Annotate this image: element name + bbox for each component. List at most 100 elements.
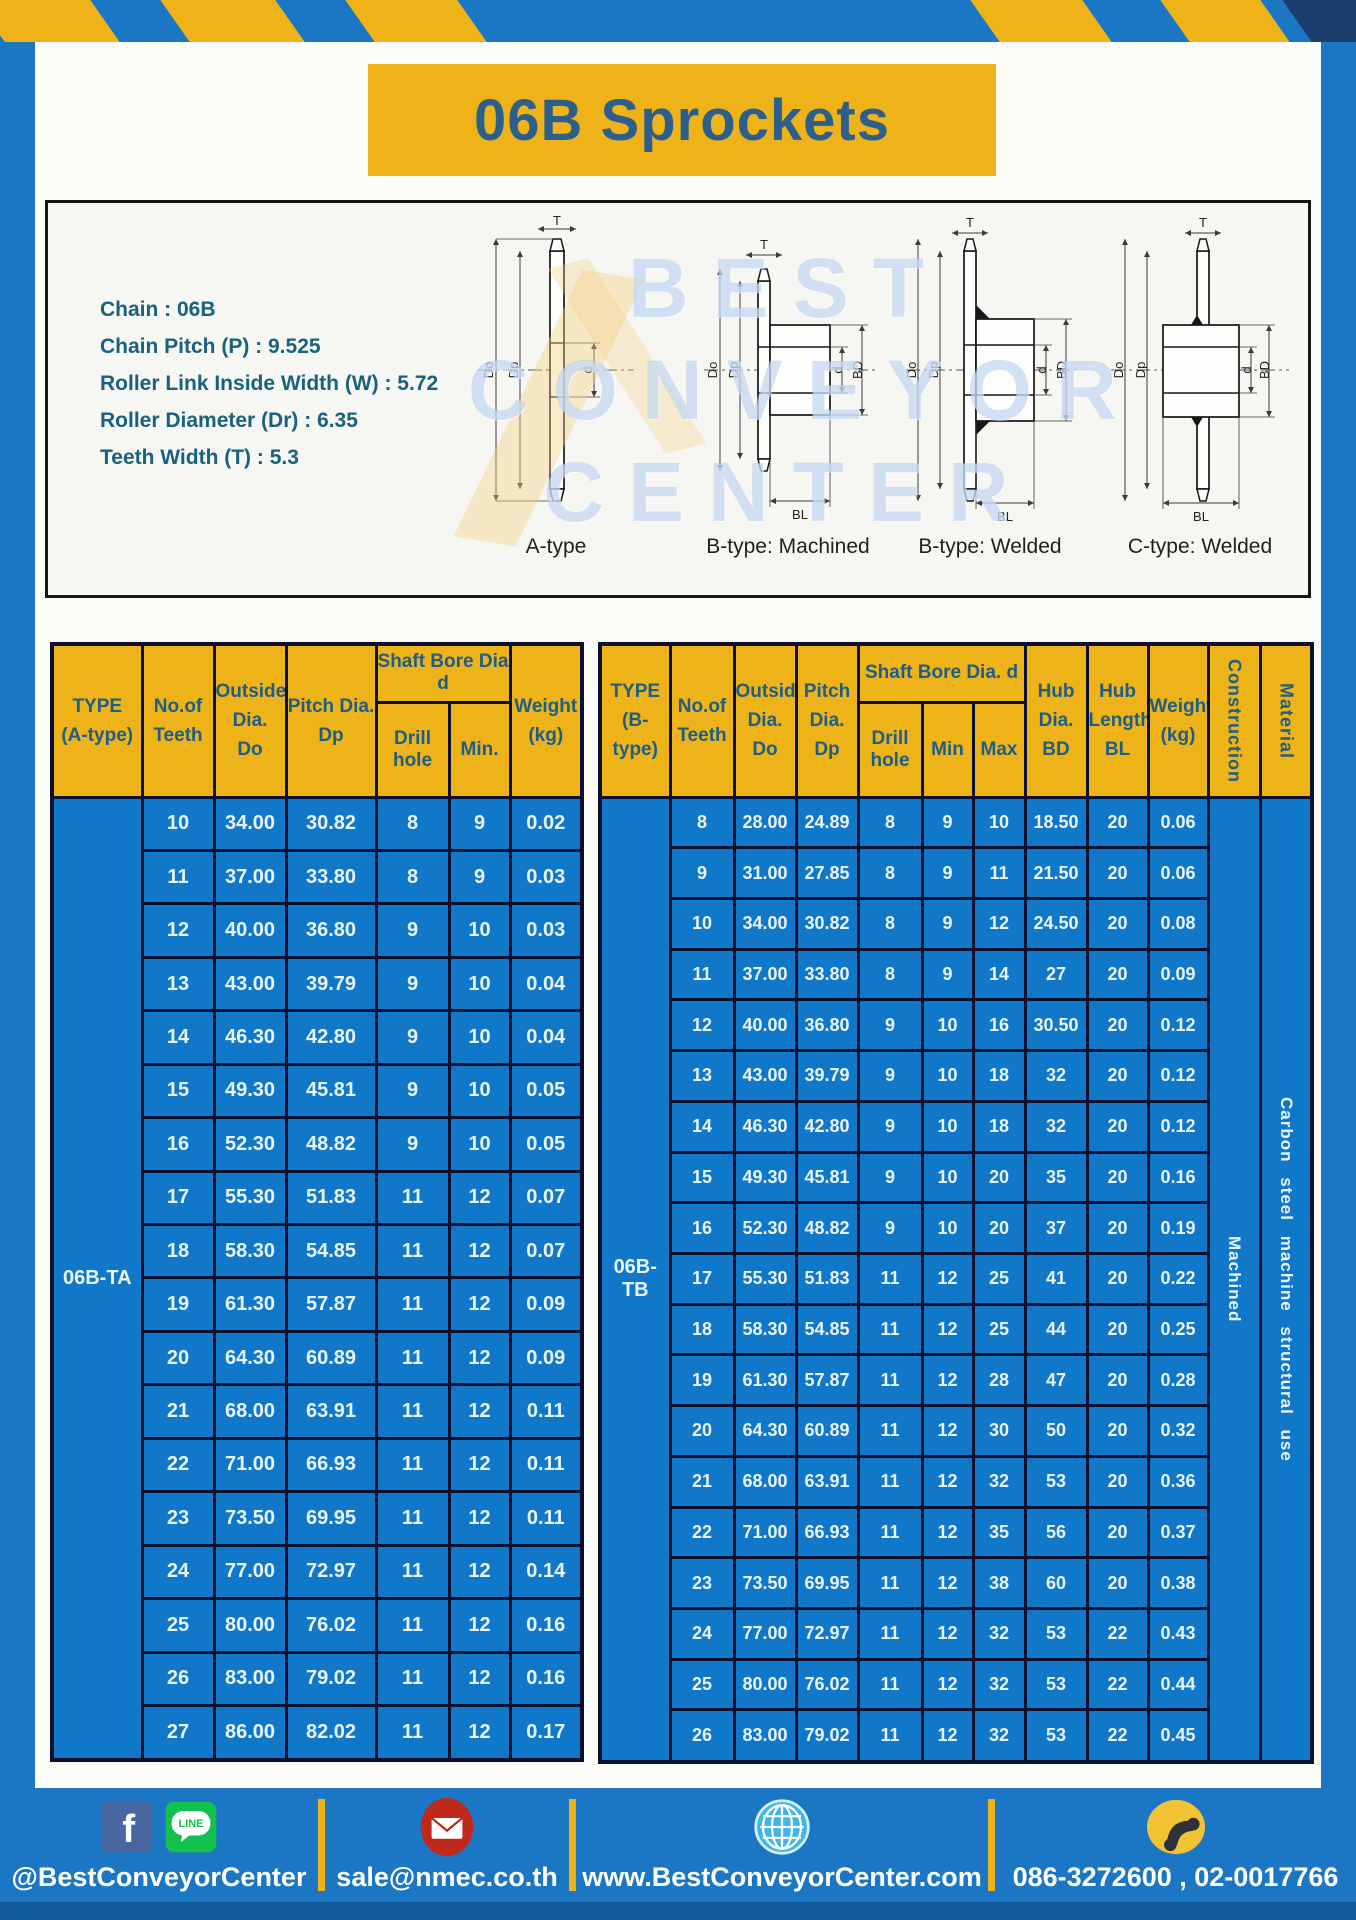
table-row: 20 64.30 60.89 11 12 30 50 20 0.32	[600, 1404, 1312, 1458]
data-cell: 8	[374, 795, 451, 852]
table-row: 14 46.30 42.80 9 10 18 32 20 0.12	[600, 1099, 1312, 1154]
data-cell: 10	[920, 1099, 975, 1154]
data-cell: 19	[668, 1353, 736, 1408]
data-cell: 0.44	[1146, 1657, 1210, 1712]
data-cell: 25	[140, 1597, 216, 1654]
data-cell: 79.02	[794, 1708, 860, 1764]
b-type-machined-label: B-type: Machined	[706, 535, 870, 558]
data-cell: 11	[856, 1251, 924, 1306]
data-cell: 0.17	[508, 1703, 584, 1762]
data-cell: 12	[447, 1276, 512, 1333]
data-cell: 12	[447, 1650, 512, 1707]
svg-text:Dp: Dp	[726, 362, 741, 379]
data-cell: 17	[140, 1169, 216, 1227]
data-cell: 57.87	[284, 1276, 378, 1333]
data-cell: 8	[374, 848, 451, 906]
data-cell: 0.16	[508, 1650, 584, 1707]
svg-text:Do: Do	[481, 362, 496, 379]
email-address: sale@nmec.co.th	[336, 1862, 558, 1892]
data-cell: 30.82	[284, 795, 378, 852]
b-type-machined-diagram: T Do Dp d BD BL	[704, 237, 878, 522]
spec-chain-pitch: Chain Pitch (P) : 9.525	[100, 335, 321, 358]
data-cell: 73.50	[212, 1490, 288, 1547]
data-cell: 0.16	[508, 1597, 584, 1654]
table-row: 24 77.00 72.97 11 12 0.14	[52, 1543, 584, 1601]
data-cell: 30.50	[1023, 998, 1089, 1053]
a-type-label: A-type	[525, 535, 587, 558]
data-cell: 54.85	[794, 1302, 860, 1357]
data-cell: 10	[447, 1116, 512, 1173]
table-row: 18 58.30 54.85 11 12 0.07	[52, 1222, 584, 1280]
data-cell: 10	[447, 1009, 512, 1066]
data-cell: 25	[971, 1251, 1027, 1306]
data-cell: 24	[140, 1543, 216, 1601]
data-cell: 0.11	[508, 1383, 584, 1440]
data-cell: 23	[140, 1490, 216, 1547]
data-cell: 22	[1085, 1657, 1150, 1712]
data-cell: 10	[668, 896, 736, 951]
data-cell: 12	[668, 998, 736, 1053]
data-cell: 20	[140, 1329, 216, 1387]
website-url: www.BestConveyorCenter.com	[582, 1862, 982, 1892]
data-cell: 11	[374, 1169, 451, 1227]
data-cell: 0.12	[1146, 1099, 1210, 1154]
data-cell: 28.00	[732, 795, 798, 850]
data-cell: 53	[1023, 1454, 1089, 1509]
data-cell: 9	[374, 955, 451, 1013]
col-header-teeth: No.of Teeth	[668, 642, 736, 799]
spec-chain: Chain : 06B	[100, 298, 216, 321]
svg-text:LINE: LINE	[179, 1818, 204, 1830]
col-header-outside-dia: Outside Dia. Do	[212, 642, 288, 799]
data-cell: 8	[856, 896, 924, 951]
table-row: 11 37.00 33.80 8 9 0.03	[52, 848, 584, 906]
data-cell: 21	[668, 1454, 736, 1509]
data-cell: 0.08	[1146, 896, 1210, 951]
spec-roller-width: Roller Link Inside Width (W) : 5.72	[100, 372, 439, 395]
svg-text:d: d	[580, 366, 595, 373]
data-cell: 40.00	[732, 998, 798, 1053]
globe-icon	[754, 1799, 810, 1855]
data-cell: 11	[374, 1597, 451, 1654]
data-cell: 18.50	[1023, 795, 1089, 850]
data-cell: 11	[374, 1543, 451, 1601]
footer-phone-section: 086-3272600 , 02-0017766	[995, 1788, 1356, 1902]
data-cell: 45.81	[284, 1062, 378, 1120]
col-header-hub-dia: Hub Dia. BD	[1023, 642, 1089, 799]
data-cell: 11	[374, 1329, 451, 1387]
svg-text:T: T	[760, 237, 768, 252]
data-cell: 79.02	[284, 1650, 378, 1707]
data-cell: 0.11	[508, 1490, 584, 1547]
c-type-welded-label: C-type: Welded	[1127, 535, 1273, 558]
data-cell: 0.32	[1146, 1404, 1210, 1458]
data-cell: 9	[920, 846, 975, 900]
svg-text:Dp: Dp	[926, 362, 941, 379]
footer-divider	[988, 1799, 995, 1891]
data-cell: 71.00	[732, 1505, 798, 1560]
data-cell: 73.50	[732, 1556, 798, 1610]
data-cell: 11	[971, 846, 1027, 900]
data-cell: 20	[1085, 1099, 1150, 1154]
table-row: 26 83.00 79.02 11 12 32 53 22 0.45	[600, 1708, 1312, 1764]
data-cell: 68.00	[212, 1383, 288, 1440]
col-header-min: Min.	[447, 700, 512, 799]
data-cell: 51.83	[794, 1251, 860, 1306]
data-cell: 15	[668, 1150, 736, 1205]
data-cell: 55.30	[732, 1251, 798, 1306]
spec-table-b-type: TYPE (B-type) No.of Teeth Outside Dia. D…	[598, 642, 1315, 1764]
data-cell: 12	[447, 1169, 512, 1227]
data-cell: 22	[668, 1505, 736, 1560]
page-title: 06B Sprockets	[474, 87, 890, 153]
col-header-hub-length: Hub Length BL	[1085, 642, 1150, 799]
c-type-welded-diagram: T Do Dp d BD BL	[1111, 215, 1289, 524]
data-cell: 64.30	[732, 1404, 798, 1458]
data-cell: 60.89	[284, 1329, 378, 1387]
data-cell: 12	[920, 1302, 975, 1357]
data-cell: 41	[1023, 1251, 1089, 1306]
col-header-type-b: TYPE (B-type)	[598, 642, 672, 799]
data-cell: 0.16	[1146, 1150, 1210, 1205]
data-cell: 12	[447, 1543, 512, 1601]
data-cell: 83.00	[212, 1650, 288, 1707]
data-cell: 9	[374, 1062, 451, 1120]
yellow-stripe	[151, 0, 314, 42]
